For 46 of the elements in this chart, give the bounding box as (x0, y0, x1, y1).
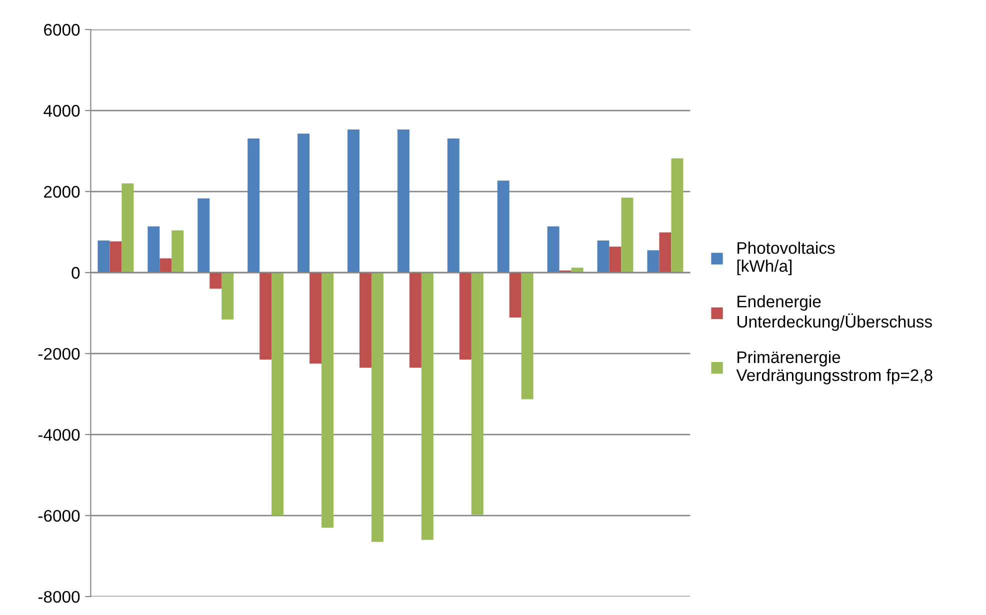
bar (172, 230, 184, 273)
bar (371, 272, 384, 542)
legend-label: Primärenergie Verdrängungsstrom fp=2,8 (736, 350, 932, 384)
bar (471, 272, 484, 515)
bar (110, 241, 122, 273)
y-tick-label: 2000 (44, 186, 80, 198)
bar (198, 198, 210, 273)
bar (421, 272, 434, 540)
bar (210, 272, 222, 289)
bar (322, 272, 334, 528)
bar (659, 232, 672, 273)
bar (260, 272, 272, 360)
bar (359, 272, 372, 368)
bar (222, 272, 234, 320)
bar (509, 272, 522, 318)
legend-label: Endenergie Unterdeckung/Überschuss (737, 295, 932, 331)
y-tick-label: 0 (72, 266, 80, 279)
y-tick-label: -4000 (38, 428, 80, 441)
bar (547, 226, 560, 273)
bar (248, 138, 260, 273)
bar (671, 158, 684, 273)
bar (310, 272, 322, 364)
bar (459, 272, 472, 360)
bar (497, 180, 510, 273)
bar (347, 130, 360, 273)
bar (647, 250, 660, 273)
bar (447, 138, 460, 273)
y-tick-label: 6000 (44, 24, 80, 36)
bar (397, 130, 410, 273)
bar (98, 240, 110, 273)
y-tick-label: 4000 (44, 104, 80, 117)
bar (298, 134, 310, 273)
y-tick-label: -2000 (38, 348, 80, 360)
bar (621, 198, 634, 273)
bar (272, 272, 284, 516)
bar (160, 258, 172, 273)
bar (571, 268, 584, 273)
bar (609, 246, 622, 273)
bar (597, 240, 610, 273)
bar (521, 272, 534, 400)
legend-label: Photovoltaics [kWh/a] (737, 242, 835, 276)
y-tick-label: -6000 (38, 510, 80, 522)
bar (148, 226, 160, 273)
y-tick-label: -8000 (38, 590, 80, 603)
bar (122, 183, 134, 273)
bar (409, 272, 422, 368)
